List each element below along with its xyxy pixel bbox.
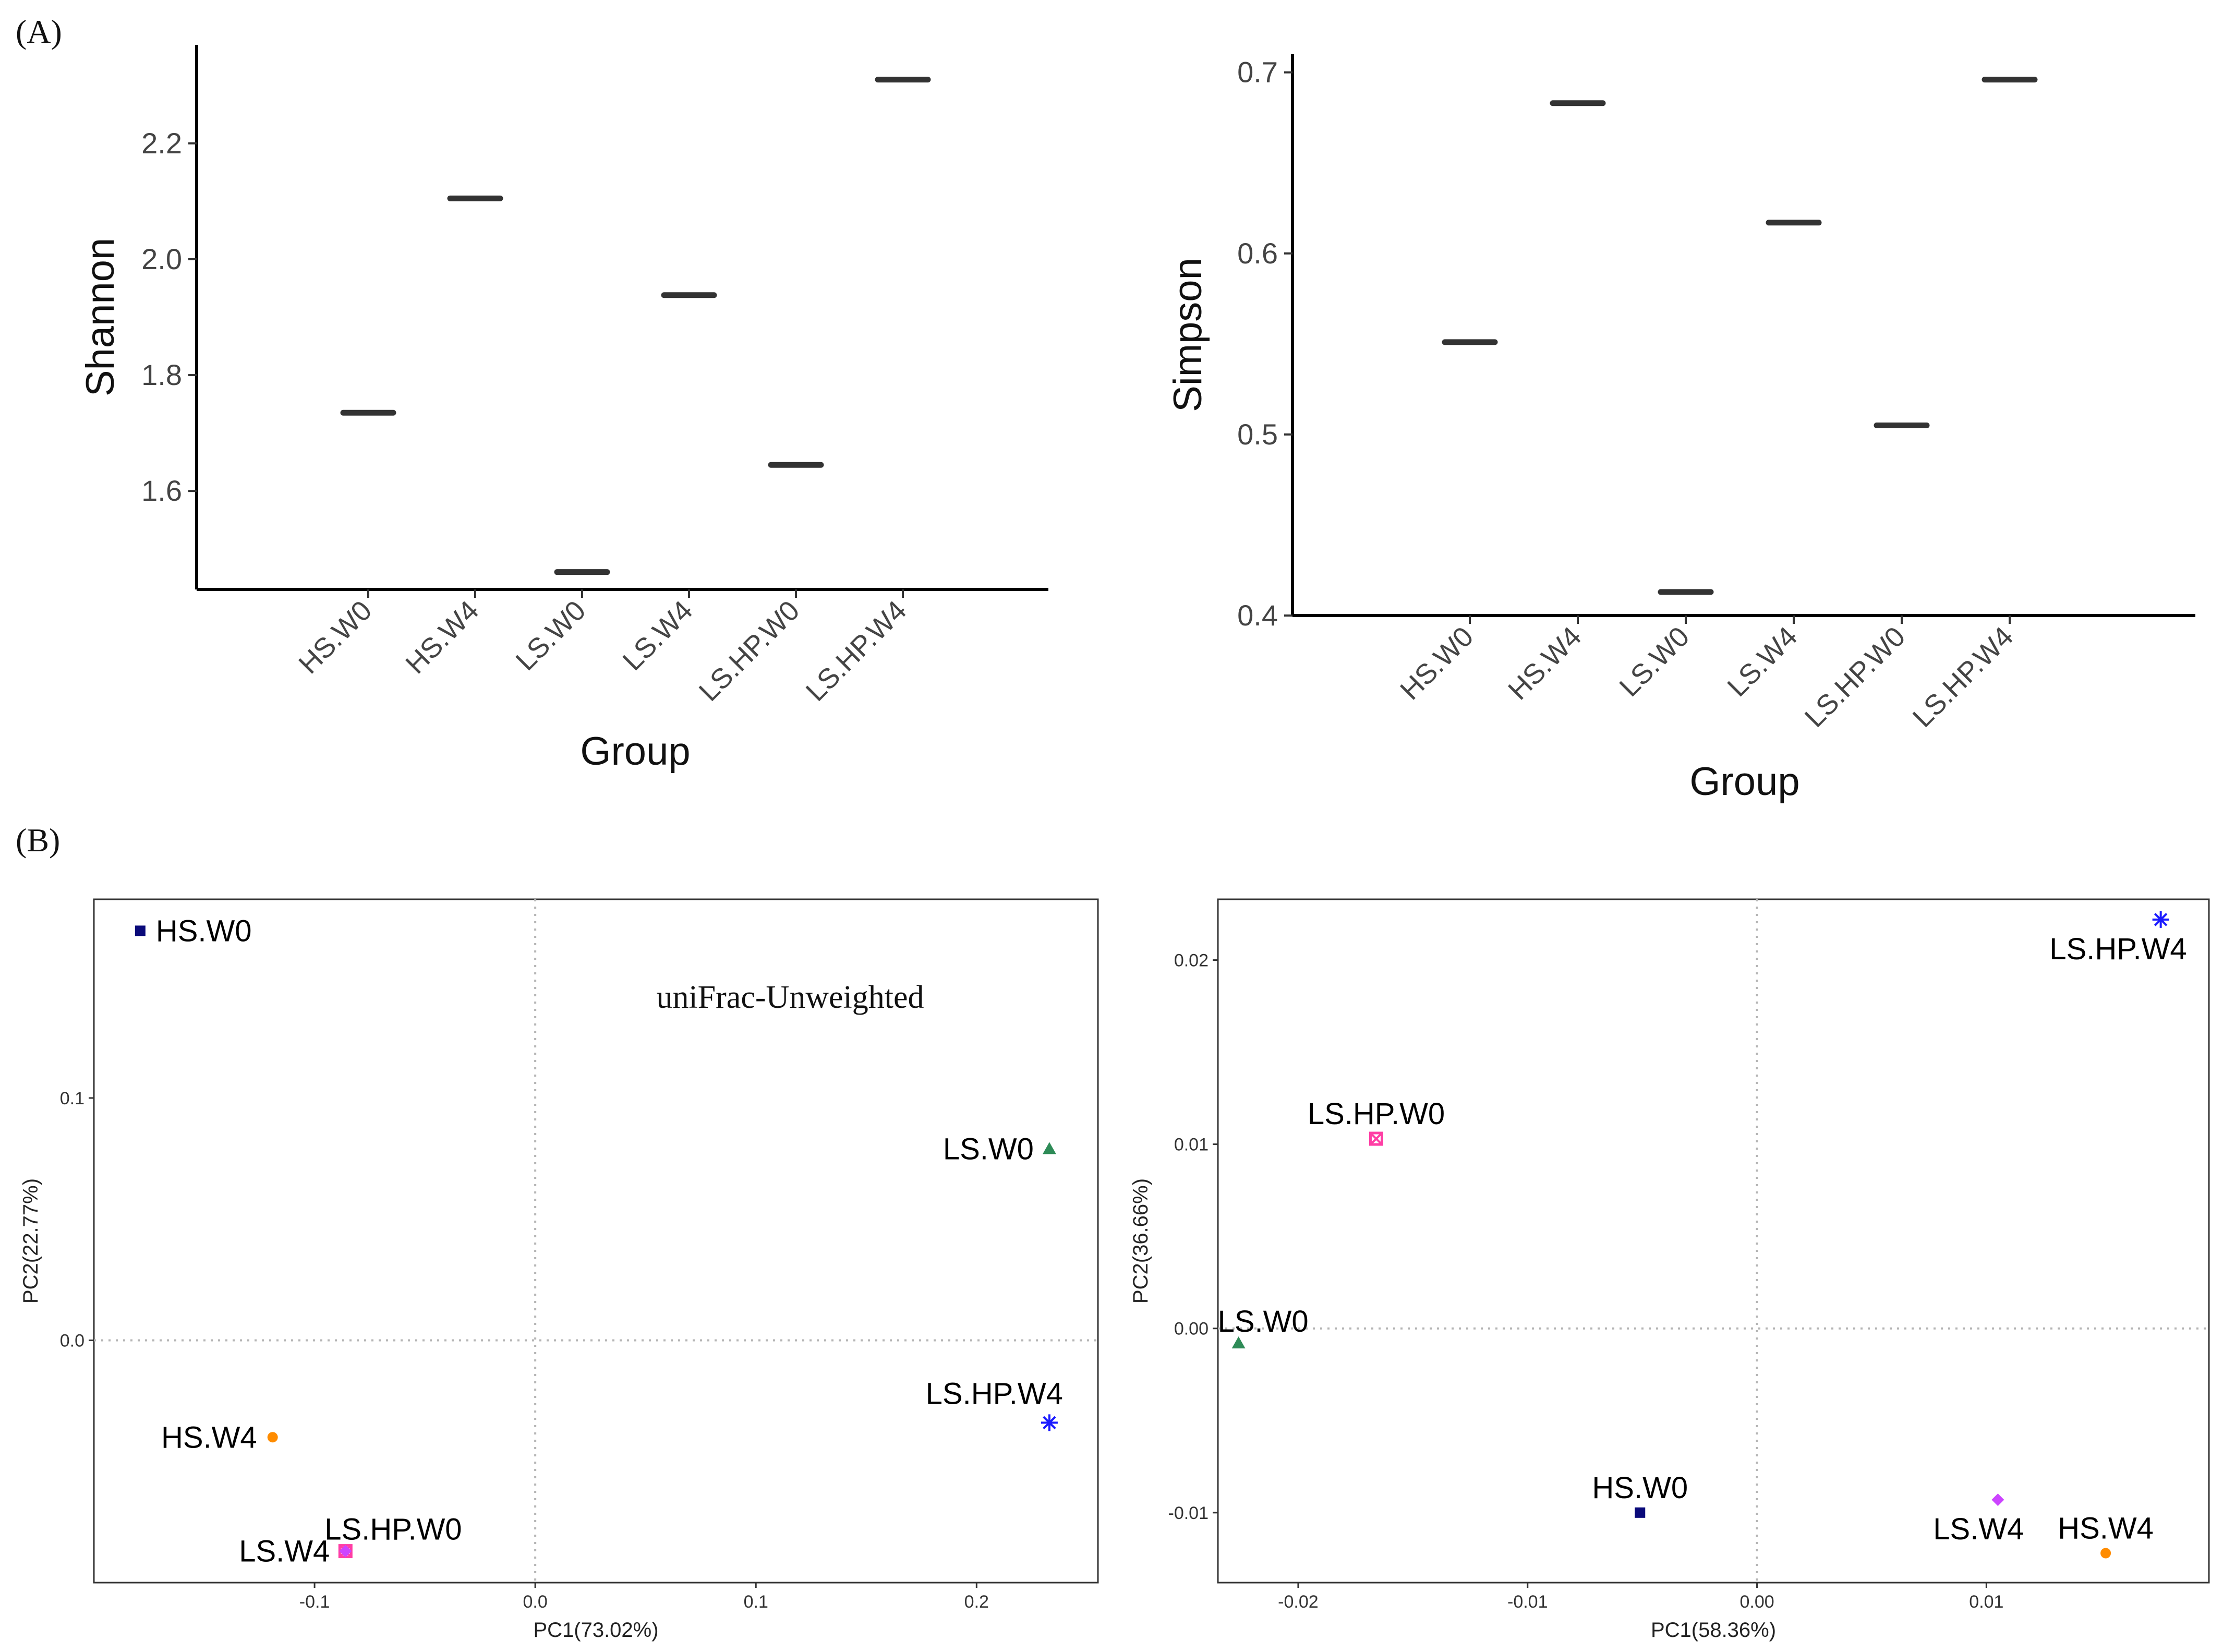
plot-annotation: uniFrac-Unweighted [656,980,924,1015]
y-tick-label: 1.8 [141,358,182,391]
point-ls-w4 [339,1545,352,1558]
shannon-chart: 1.6 1.8 2.0 2.2 HS.W0 HS.W4 LS.W0 LS.W4LS.HP.W0… [78,45,1048,774]
y-tick-label: 2.2 [141,127,182,160]
panel-label-a: (A) [16,13,62,50]
point-ls-hp-w0 [1369,1131,1383,1146]
point-label-ls-w0: LS.W0 [1218,1305,1309,1339]
y-axis-title: Simpson [1166,258,1210,412]
point-label-hs-w0: HS.W0 [1592,1471,1688,1505]
point-label-ls-hp-w0: LS.HP.W0 [324,1513,462,1547]
y-tick-label: 0.01 [1174,1135,1209,1155]
plot-panel [1217,898,2210,1584]
pcoa-weighted-chart: -0.02 -0.01 0.00 0.01 -0.01 0.00 0.01 0.02 PC1(5… [1129,898,2210,1642]
x-tick-label: -0.02 [1278,1592,1319,1612]
point-label-ls-hp-w0: LS.HP.W0 [1308,1097,1445,1131]
y-tick-label: 0.5 [1237,418,1278,451]
x-tick-label: 0.01 [1969,1592,2003,1612]
x-tick-label: LS.W0 [1613,621,1695,703]
x-tick-label: LS.W4 [617,595,698,677]
x-tick-label: HS.W4 [400,595,485,680]
point-label-hs-w4: HS.W4 [2058,1512,2154,1546]
point-ls-hp-w4 [1041,1414,1058,1431]
point-label-ls-w4: LS.W4 [1933,1512,2024,1546]
y-tick-label: 0.7 [1237,56,1278,89]
y-tick-label: 2.0 [141,243,182,275]
point-hs-w0 [135,925,146,936]
point-label-hs-w0: HS.W0 [156,914,252,948]
point-ls-hp-w4 [2152,911,2169,928]
y-axis-title: PC2(22.77%) [19,1178,42,1304]
point-ls-w0 [1042,1142,1056,1154]
y-tick-label: 0.00 [1174,1319,1209,1339]
y-tick-label: 0.1 [60,1089,84,1108]
x-tick-label: 0.00 [1739,1592,1774,1612]
y-tick-label: 0.6 [1237,237,1278,270]
y-axis-title: Shannon [78,238,123,396]
panel-label-b: (B) [16,822,60,859]
y-tick-label: 0.4 [1237,599,1278,632]
point-label-ls-hp-w4: LS.HP.W4 [926,1377,1063,1410]
x-tick-label: HS.W4 [1502,621,1587,706]
point-label-hs-w4: HS.W4 [161,1420,257,1454]
x-axis-title: Group [580,729,690,774]
y-tick-label: 0.02 [1174,951,1209,971]
x-tick-label: 0.1 [744,1592,768,1612]
x-axis-title: Group [1689,759,1799,804]
simpson-chart: 0.4 0.5 0.6 0.7 HS.W0 HS.W4 LS.W0 LS.W4LS.HP.W0… [1166,54,2195,804]
point-label-ls-w0: LS.W0 [943,1132,1034,1166]
x-tick-label: LS.HP.W0 [1799,621,1912,733]
point-hs-w4 [267,1432,278,1443]
x-tick-label: -0.01 [1507,1592,1548,1612]
point-label-ls-hp-w4: LS.HP.W4 [2049,932,2186,966]
x-tick-label: LS.HP.W4 [1907,621,2020,733]
point-ls-w0 [1231,1336,1246,1348]
x-tick-label: LS.HP.W0 [693,595,806,707]
x-tick-label: -0.1 [299,1592,330,1612]
point-hs-w4 [2100,1548,2111,1559]
x-tick-label: LS.W4 [1721,621,1803,703]
x-axis-title: PC1(73.02%) [533,1619,658,1642]
x-tick-label: 0.2 [964,1592,989,1612]
plot-panel [93,898,1099,1584]
pcoa-unweighted-chart: -0.1 0.0 0.1 0.2 0.0 0.1 PC1(73.02%) PC2(22.77%… [19,898,1099,1642]
y-tick-label: 1.6 [141,474,182,507]
point-label-ls-w4: LS.W4 [239,1535,330,1569]
x-axis-title: PC1(58.36%) [1651,1619,1776,1642]
point-hs-w0 [1635,1507,1646,1518]
x-tick-label: HS.W0 [1394,621,1479,706]
x-tick-label: LS.W0 [510,595,591,677]
x-tick-label: LS.HP.W4 [800,595,913,707]
y-tick-label: 0.0 [60,1331,84,1350]
point-ls-w4 [1991,1493,2004,1506]
y-tick-label: -0.01 [1168,1503,1209,1523]
y-axis-title: PC2(36.66%) [1129,1178,1152,1304]
x-tick-label: 0.0 [523,1592,548,1612]
x-tick-label: HS.W0 [293,595,378,680]
